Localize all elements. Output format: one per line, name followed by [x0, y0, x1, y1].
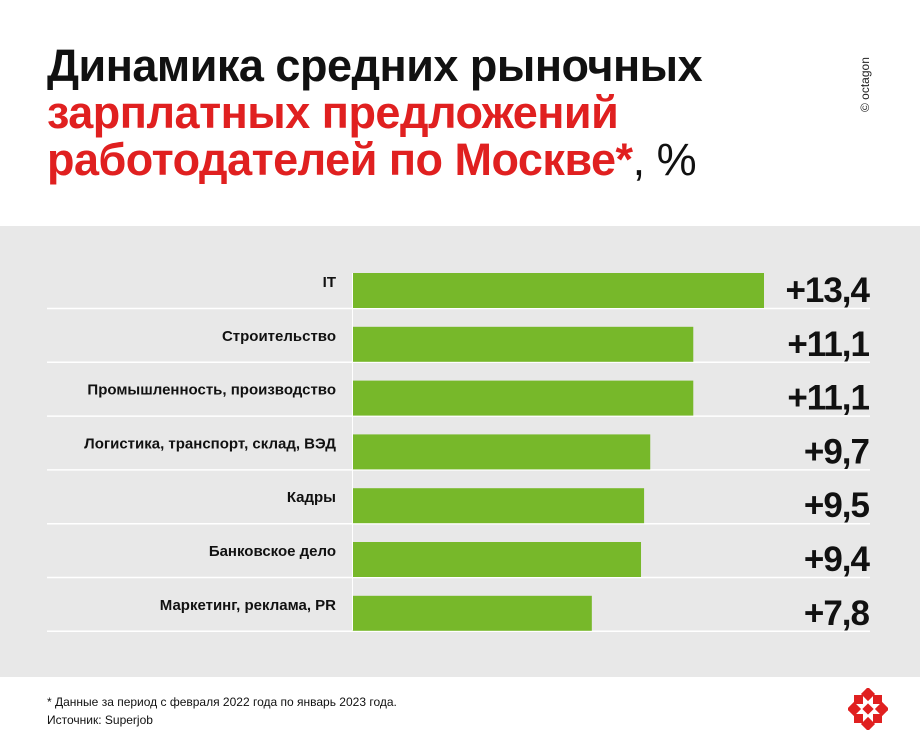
bar	[352, 488, 645, 524]
category-label: Строительство	[222, 328, 336, 345]
value-label: +11,1	[787, 325, 869, 364]
copyright: © octagon	[858, 57, 872, 112]
value-label: +13,4	[785, 271, 870, 310]
bar-chart: IT +13,4 Строительство +11,1 Промышленность,…	[47, 271, 872, 633]
footnote: * Данные за период с февраля 2022 года п…	[47, 695, 397, 709]
value-label: +9,4	[804, 540, 871, 579]
category-label: Промышленность, производство	[87, 382, 336, 399]
octagon-logo-icon	[848, 688, 888, 730]
value-label: +9,7	[804, 432, 869, 471]
bar	[352, 326, 694, 362]
category-label: Логистика, транспорт, склад, ВЭД	[84, 435, 336, 452]
value-label: +11,1	[787, 379, 869, 418]
bar	[352, 542, 642, 577]
title-unit: , %	[632, 134, 697, 185]
bar	[352, 380, 694, 416]
value-label: +7,8	[804, 594, 870, 633]
bar	[352, 434, 651, 470]
page-title: Динамика средних рыночных зарплатных пре…	[47, 40, 703, 185]
category-label: Кадры	[287, 489, 336, 506]
category-label: Банковское дело	[209, 543, 336, 560]
category-label: Маркетинг, реклама, PR	[160, 597, 336, 614]
title-line-3: работодателей по Москве*	[47, 134, 633, 185]
source: Источник: Superjob	[47, 713, 153, 727]
title-line-2: зарплатных предложений	[47, 87, 619, 138]
chart-panel: IT +13,4 Строительство +11,1 Промышленность,…	[0, 226, 920, 677]
bar	[352, 595, 592, 631]
footnote-block: * Данные за период с февраля 2022 года п…	[47, 693, 397, 729]
title-line-1: Динамика средних рыночных	[47, 40, 703, 91]
value-label: +9,5	[804, 486, 870, 525]
bar	[352, 273, 764, 308]
category-label: IT	[323, 274, 336, 291]
